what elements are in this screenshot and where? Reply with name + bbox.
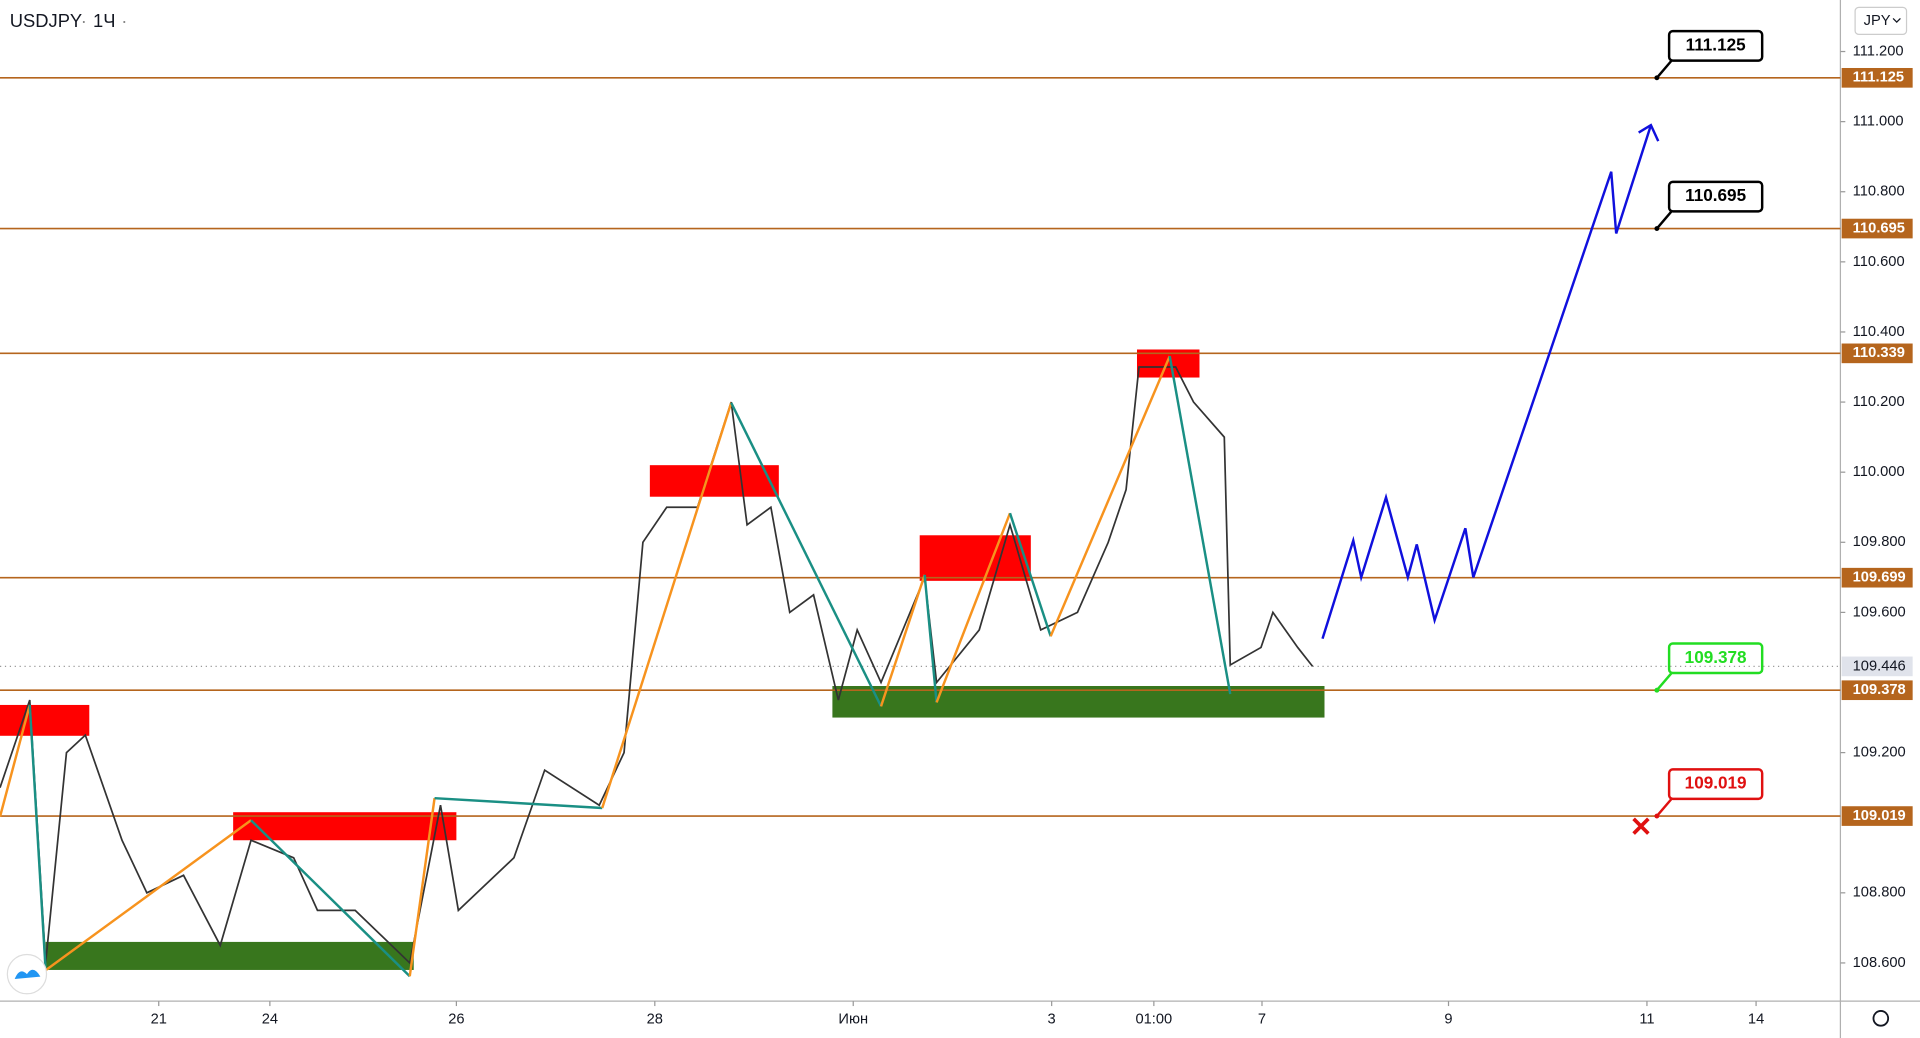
x-tick-label: 14	[1748, 1011, 1764, 1027]
zone	[45, 941, 414, 970]
forecast-arrowhead	[1638, 123, 1660, 142]
swing-segment	[1168, 355, 1232, 695]
level-tag-label: 110.695	[1853, 220, 1905, 236]
callout-label: 111.125	[1686, 34, 1746, 54]
swing-segment	[1049, 355, 1171, 637]
y-tick-label: 108.800	[1853, 885, 1906, 901]
currency-button[interactable]	[1854, 6, 1908, 36]
swing-segment	[879, 574, 926, 707]
callout-box	[1667, 768, 1764, 801]
logo-icon	[14, 969, 41, 980]
x-tick-label: 21	[151, 1011, 167, 1027]
zone	[233, 812, 457, 841]
level-tag	[1841, 218, 1913, 239]
zone	[919, 535, 1031, 581]
last-price-tag	[1841, 656, 1913, 677]
swing-segment	[28, 704, 47, 971]
x-tick-label: 28	[647, 1011, 663, 1027]
callout-label: 109.378	[1685, 647, 1747, 667]
callout-anchor	[1654, 75, 1660, 81]
level-tag-label: 111.125	[1853, 70, 1904, 86]
x-tick-label: 24	[262, 1011, 278, 1027]
callout-anchor	[1654, 813, 1660, 819]
stop-marker	[1632, 817, 1650, 835]
y-tick-label: 110.600	[1853, 254, 1905, 270]
zone	[649, 465, 779, 497]
callout-box	[1667, 180, 1764, 213]
level-tag	[1841, 343, 1913, 364]
swing-segment	[0, 704, 31, 818]
y-tick-label: 109.600	[1853, 604, 1906, 620]
x-tick-label: 7	[1258, 1011, 1266, 1027]
y-tick-label: 109.200	[1853, 744, 1906, 760]
swing-segment	[935, 512, 1012, 703]
callout-box	[1667, 642, 1764, 675]
swing-segment	[44, 819, 252, 972]
zone	[0, 704, 90, 736]
zone	[1136, 349, 1200, 378]
currency[interactable]: JPY	[1864, 13, 1891, 29]
level-tag	[1841, 680, 1913, 701]
forecast-path	[1321, 124, 1653, 640]
zone	[832, 686, 1325, 718]
interval[interactable]: 1Ч	[93, 10, 115, 31]
y-tick-label: 110.200	[1853, 394, 1905, 410]
y-tick-label: 111.000	[1853, 114, 1904, 130]
swing-segment	[1008, 512, 1052, 637]
x-tick-label: 9	[1444, 1011, 1452, 1027]
separator: ·	[121, 10, 127, 31]
level-tag-label: 110.339	[1853, 345, 1905, 361]
x-tick-label: 3	[1048, 1011, 1056, 1027]
callout-pointer	[1655, 672, 1673, 692]
last-price-label: 109.446	[1853, 658, 1906, 674]
callout-anchor	[1654, 226, 1660, 232]
swing-segment	[730, 402, 883, 707]
level-tag	[1841, 567, 1913, 588]
settings-icon[interactable]	[1872, 1010, 1890, 1027]
y-tick-label: 110.400	[1853, 324, 1905, 340]
level-tag-label: 109.378	[1853, 682, 1906, 698]
swing-segment	[601, 402, 733, 809]
x-tick-label: 26	[448, 1011, 464, 1027]
callout-pointer	[1655, 59, 1673, 79]
swing-segment	[923, 574, 938, 703]
x-tick-label: 01:00	[1135, 1011, 1172, 1027]
callout-anchor	[1654, 687, 1660, 693]
plot-area: 111.125 110.695 109.378 109.019	[0, 29, 1841, 978]
swing-segment	[408, 798, 436, 977]
callout-pointer	[1655, 798, 1673, 817]
y-tick-label: 108.600	[1853, 955, 1906, 971]
y-tick-label: 111.200	[1853, 43, 1904, 59]
callout-box	[1667, 29, 1764, 62]
swing-segment	[250, 819, 411, 978]
x-tick-label: 11	[1639, 1011, 1654, 1027]
callout-label: 109.019	[1685, 773, 1747, 793]
x-tick-label: Июн	[838, 1011, 868, 1027]
separator: ·	[81, 10, 87, 31]
swing-segment	[434, 796, 603, 810]
y-tick-label: 110.000	[1853, 464, 1905, 480]
callout-label: 110.695	[1685, 185, 1746, 205]
level-tag-label: 109.019	[1853, 808, 1906, 824]
level-tag-label: 109.699	[1853, 570, 1906, 586]
y-tick-label: 109.800	[1853, 534, 1906, 550]
y-tick-label: 110.800	[1853, 184, 1905, 200]
level-tag	[1841, 67, 1913, 88]
callout-pointer	[1655, 210, 1673, 230]
price-line	[0, 366, 1314, 965]
symbol: USDJPY	[10, 10, 82, 31]
chevron	[1892, 17, 1901, 23]
level-tag	[1841, 806, 1913, 826]
